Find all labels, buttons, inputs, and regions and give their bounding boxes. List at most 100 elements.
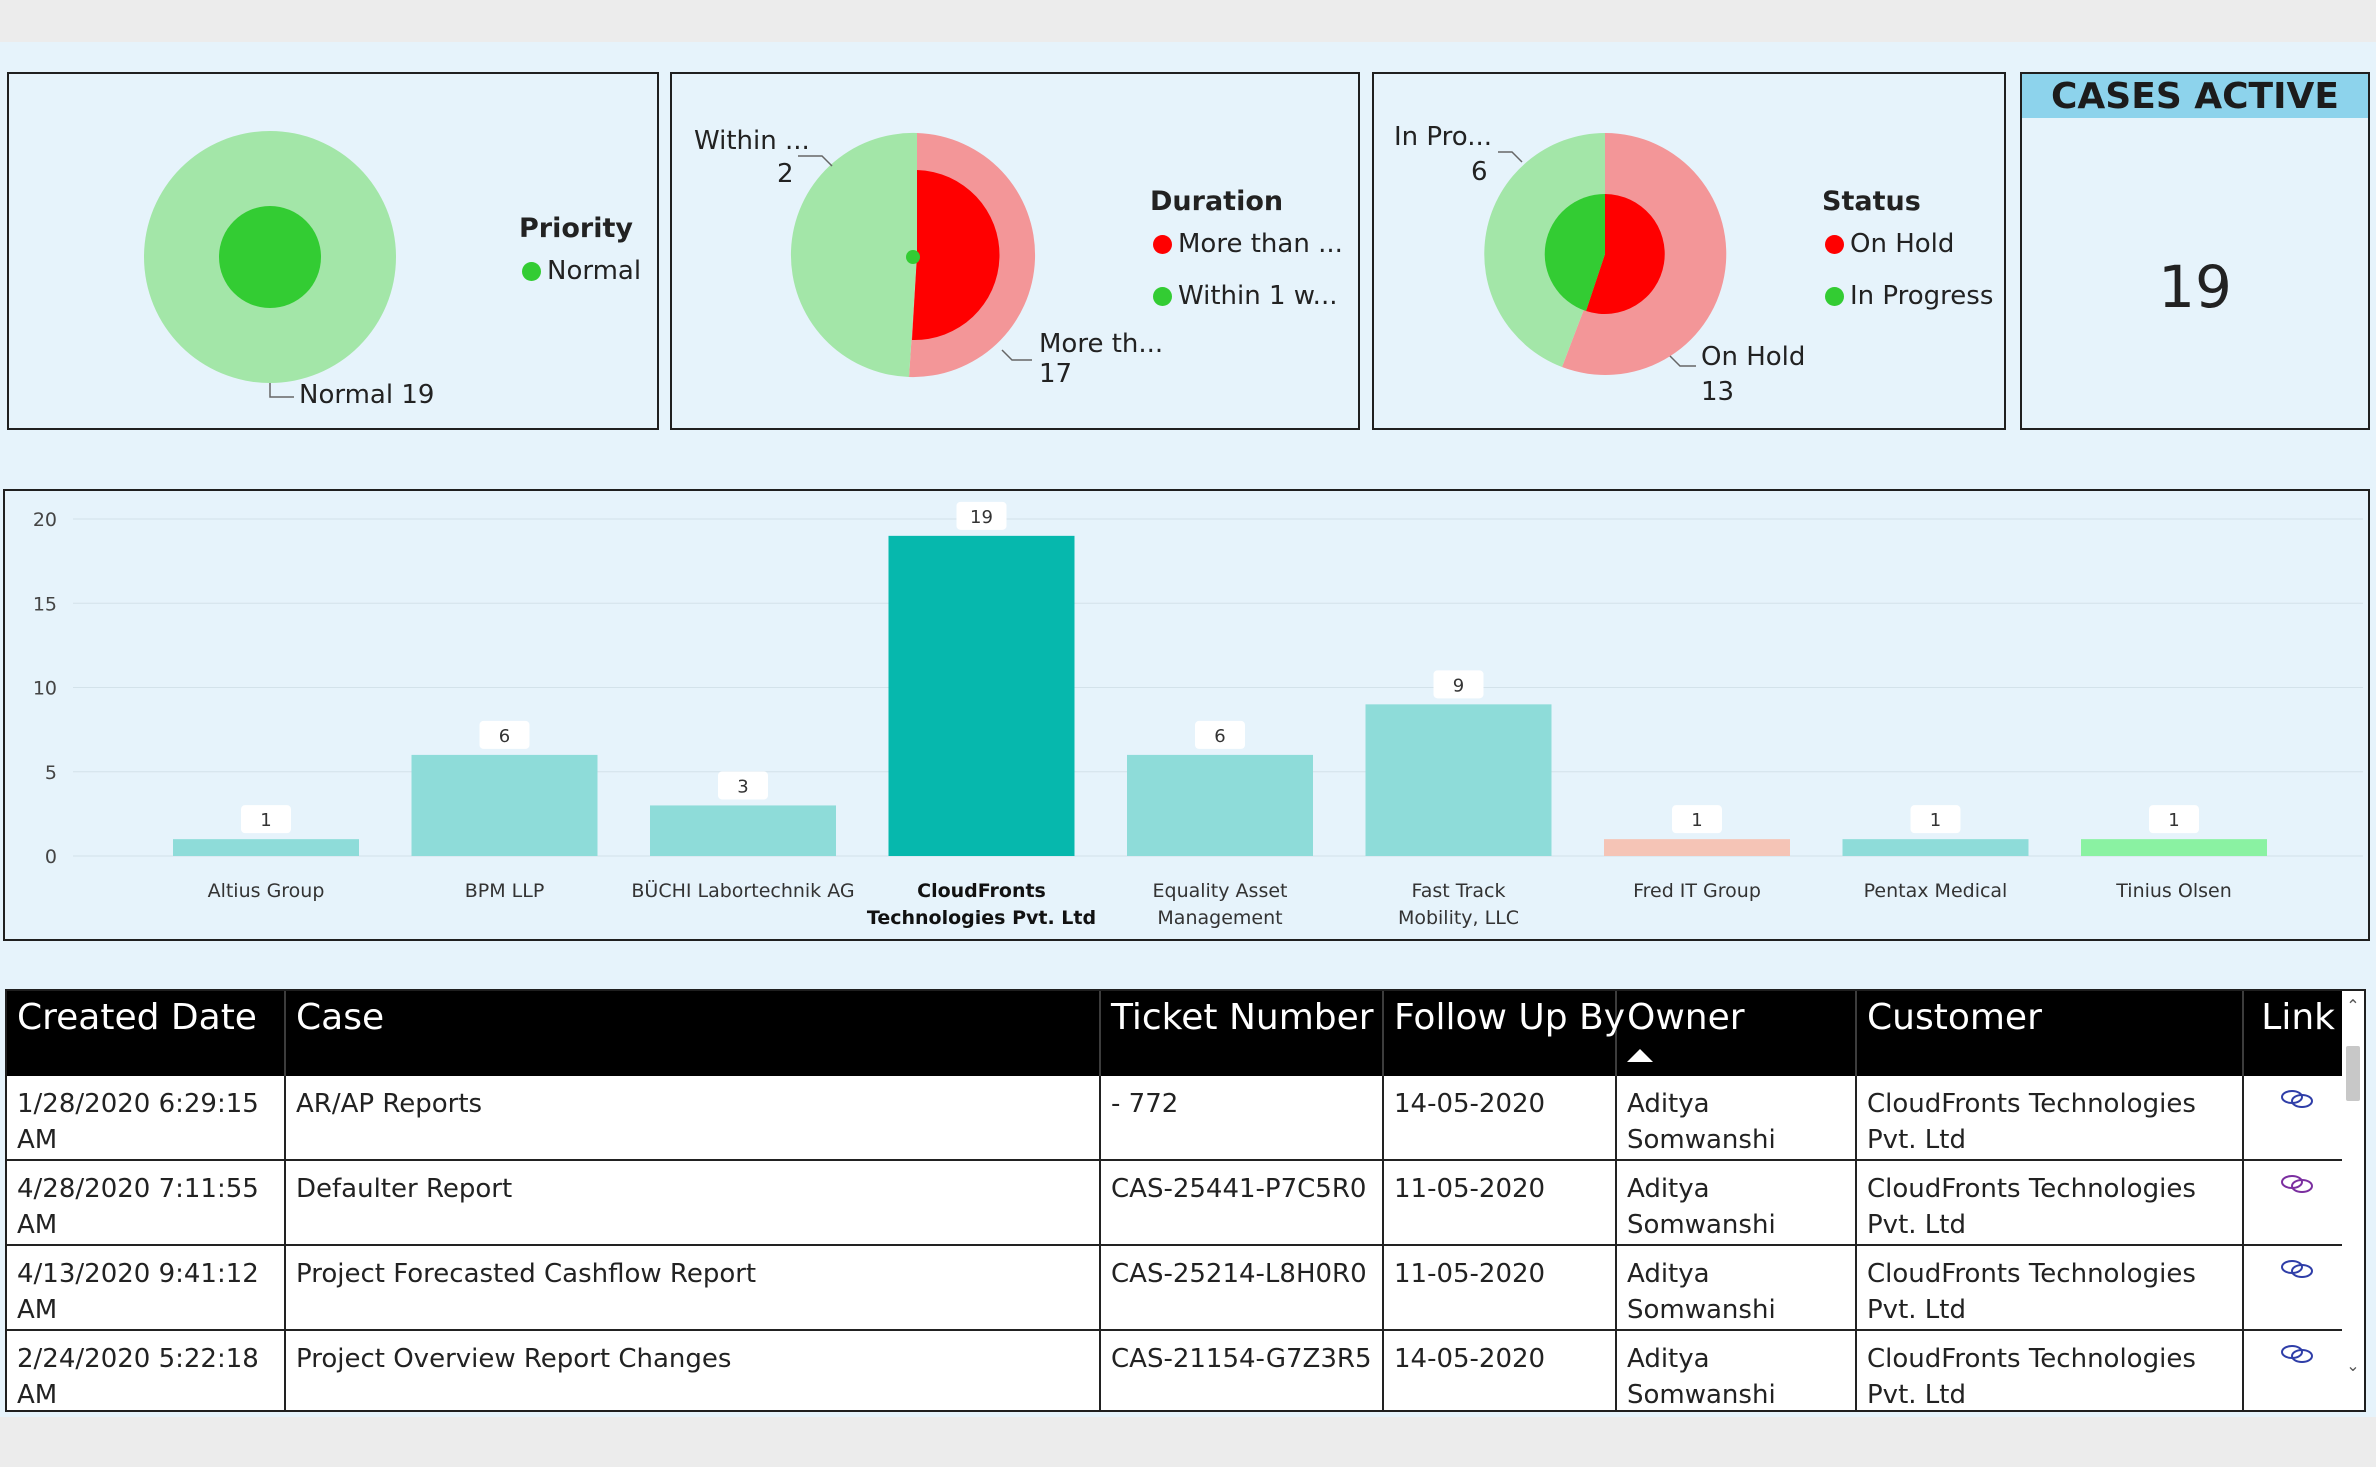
link-icon[interactable] — [2280, 1088, 2314, 1110]
data-label: 1 — [2168, 810, 2179, 831]
cell-created-date: 4/28/2020 7:11:55 AM — [7, 1161, 286, 1244]
duration-legend-within[interactable]: Within 1 w... — [1153, 281, 1337, 311]
status-label-onhold-value: 13 — [1701, 377, 1735, 407]
x-tick-label[interactable]: Equality Asset — [1153, 880, 1288, 902]
cases-active-kpi-card[interactable]: CASES ACTIVE 19 — [2020, 72, 2370, 430]
cell-follow-up-by: 11-05-2020 — [1384, 1161, 1617, 1244]
duration-label-within-name: Within ... — [694, 126, 810, 156]
x-tick-label[interactable]: Tinius Olsen — [2115, 880, 2231, 902]
data-label-background — [479, 720, 530, 749]
cell-ticket-number: - 772 — [1101, 1076, 1384, 1159]
cell-case: Project Overview Report Changes — [286, 1331, 1101, 1410]
column-header-customer[interactable]: Customer — [1857, 991, 2244, 1076]
column-header-ticket-number[interactable]: Ticket Number — [1101, 991, 1384, 1076]
bar[interactable] — [1604, 839, 1790, 856]
scroll-down-icon[interactable]: ⌄ — [2346, 1356, 2360, 1375]
cases-table: Created Date Case Ticket Number Follow U… — [5, 989, 2366, 1412]
y-tick-label: 0 — [45, 846, 57, 868]
priority-donut[interactable] — [9, 74, 661, 432]
table-row[interactable]: 2/24/2020 5:22:18 AM Project Overview Rep… — [7, 1331, 2345, 1410]
link-icon[interactable] — [2280, 1258, 2314, 1280]
cell-link — [2244, 1076, 2345, 1159]
priority-inner-slice-normal — [219, 206, 321, 308]
x-tick-label[interactable]: Management — [1157, 907, 1282, 929]
x-tick-label[interactable]: CloudFronts — [917, 880, 1046, 902]
bar[interactable] — [1127, 754, 1313, 856]
duration-label-within-value: 2 — [777, 159, 794, 189]
x-tick-label[interactable]: Technologies Pvt. Ltd — [867, 907, 1096, 929]
bar[interactable] — [2081, 839, 2267, 856]
status-donut[interactable] — [1374, 74, 2008, 432]
status-leader-inprogress — [1498, 151, 1523, 163]
cell-follow-up-by: 11-05-2020 — [1384, 1246, 1617, 1329]
x-tick-label[interactable]: BPM LLP — [465, 880, 545, 902]
bar[interactable] — [1842, 839, 2029, 856]
scroll-up-icon[interactable]: ⌃ — [2346, 996, 2360, 1015]
x-tick-label[interactable]: Pentax Medical — [1864, 880, 2008, 902]
data-label-background — [1195, 720, 1245, 749]
bar[interactable] — [888, 535, 1075, 856]
priority-donut-card[interactable]: Normal 19 Priority Normal — [7, 72, 659, 430]
bar[interactable] — [173, 839, 359, 856]
data-label-background — [1910, 805, 1961, 834]
duration-legend-title: Duration — [1150, 186, 1284, 217]
table-row[interactable]: 4/28/2020 7:11:55 AM Defaulter Report CAS-… — [7, 1161, 2345, 1246]
cell-customer: CloudFronts Technologies Pvt. Ltd — [1857, 1331, 2244, 1410]
scrollbar-thumb[interactable] — [2346, 1046, 2360, 1101]
link-icon[interactable] — [2280, 1343, 2314, 1365]
cell-customer: CloudFronts Technologies Pvt. Ltd — [1857, 1076, 2244, 1159]
duration-legend-more[interactable]: More than ... — [1153, 229, 1343, 259]
legend-label: Normal — [547, 256, 642, 286]
cell-link — [2244, 1246, 2345, 1329]
kpi-value: 19 — [2158, 253, 2232, 321]
customer-bar-chart[interactable]: 0 5 10 15 20 1 Altius Group 6 BPM LLP 3 BÜCHI Labo… — [5, 491, 2372, 943]
cell-case: AR/AP Reports — [286, 1076, 1101, 1159]
table-row[interactable]: 1/28/2020 6:29:15 AM AR/AP Reports - 772 14… — [7, 1076, 2345, 1161]
duration-donut-card[interactable]: Within ... 2 More th... 17 Duration More… — [670, 72, 1360, 430]
cell-link — [2244, 1331, 2345, 1410]
x-tick-label[interactable]: Fast Track — [1412, 880, 1506, 902]
x-tick-label[interactable]: BÜCHI Labortechnik AG — [631, 879, 854, 902]
bar[interactable] — [1365, 704, 1552, 856]
status-legend-inprogress[interactable]: In Progress — [1825, 281, 1993, 311]
cell-owner: Aditya Somwanshi — [1617, 1246, 1857, 1329]
table-row[interactable]: 4/13/2020 9:41:12 AM Project Forecasted C… — [7, 1246, 2345, 1331]
cell-link — [2244, 1161, 2345, 1244]
priority-leader-line — [269, 383, 294, 398]
x-tick-label[interactable]: Fred IT Group — [1633, 880, 1761, 902]
duration-donut[interactable] — [672, 74, 1362, 432]
duration-label-more-name: More th... — [1039, 329, 1164, 359]
priority-legend-normal[interactable]: Normal — [522, 256, 641, 286]
column-header-case[interactable]: Case — [286, 991, 1101, 1076]
data-label: 1 — [1691, 810, 1702, 831]
x-tick-label[interactable]: Mobility, LLC — [1398, 907, 1519, 929]
status-donut-card[interactable]: In Pro... 6 On Hold 13 Status On Hold In… — [1372, 72, 2006, 430]
status-leader-onhold — [1669, 355, 1696, 367]
data-label: 1 — [1930, 810, 1941, 831]
legend-dot-icon — [1153, 286, 1172, 306]
legend-dot-icon — [1825, 234, 1844, 254]
status-label-onhold-name: On Hold — [1701, 342, 1806, 372]
y-tick-label: 15 — [33, 593, 57, 615]
duration-inner-slice-within — [906, 250, 920, 264]
duration-outer-slice-within — [790, 132, 917, 377]
column-header-follow-up-by[interactable]: Follow Up By — [1384, 991, 1625, 1076]
table-header-row: Created Date Case Ticket Number Follow U… — [7, 991, 2345, 1076]
sort-ascending-icon[interactable] — [1627, 1049, 1653, 1062]
bar[interactable] — [411, 754, 598, 856]
column-header-created-date[interactable]: Created Date — [7, 991, 286, 1076]
link-icon[interactable] — [2280, 1173, 2314, 1195]
bar[interactable] — [650, 805, 836, 856]
customer-bar-chart-card[interactable]: 0 5 10 15 20 1 Altius Group 6 BPM LLP 3 BÜCHI Labo… — [3, 489, 2370, 941]
status-legend-onhold[interactable]: On Hold — [1825, 229, 1954, 259]
column-header-link[interactable]: Link — [2261, 997, 2335, 1038]
column-header-owner[interactable]: Owner — [1617, 991, 1857, 1076]
cell-owner: Aditya Somwanshi — [1617, 1161, 1857, 1244]
cell-customer: CloudFronts Technologies Pvt. Ltd — [1857, 1246, 2244, 1329]
duration-leader-more — [1001, 349, 1032, 361]
table-scrollbar[interactable]: ⌃ ⌄ — [2342, 991, 2364, 1410]
x-tick-label[interactable]: Altius Group — [208, 880, 325, 902]
data-label: 9 — [1453, 675, 1464, 696]
status-outer-slice-inprogress — [1484, 133, 1605, 367]
cell-owner: Aditya Somwanshi — [1617, 1331, 1857, 1410]
